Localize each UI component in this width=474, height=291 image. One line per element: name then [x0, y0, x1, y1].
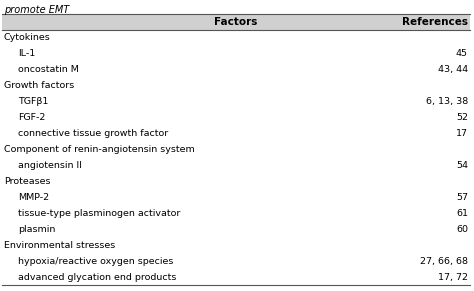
Text: 54: 54 [456, 161, 468, 170]
Text: 17, 72: 17, 72 [438, 273, 468, 281]
Text: MMP-2: MMP-2 [18, 193, 49, 202]
Text: Component of renin-angiotensin system: Component of renin-angiotensin system [4, 145, 195, 154]
Text: 17: 17 [456, 129, 468, 138]
Text: 27, 66, 68: 27, 66, 68 [420, 257, 468, 266]
Text: oncostatin M: oncostatin M [18, 65, 79, 74]
Text: advanced glycation end products: advanced glycation end products [18, 273, 176, 281]
Text: 61: 61 [456, 209, 468, 218]
Text: FGF-2: FGF-2 [18, 113, 46, 122]
Text: 60: 60 [456, 225, 468, 234]
Text: Environmental stresses: Environmental stresses [4, 241, 115, 250]
Text: angiotensin II: angiotensin II [18, 161, 82, 170]
Text: 52: 52 [456, 113, 468, 122]
Text: hypoxia/reactive oxygen species: hypoxia/reactive oxygen species [18, 257, 173, 266]
Text: 45: 45 [456, 49, 468, 58]
Text: 57: 57 [456, 193, 468, 202]
Bar [2, 14, 470, 30]
Text: promote EMT: promote EMT [4, 5, 69, 15]
Text: References: References [402, 17, 468, 27]
Text: TGFβ1: TGFβ1 [18, 97, 48, 106]
Text: Growth factors: Growth factors [4, 81, 74, 90]
Text: Factors: Factors [214, 17, 258, 27]
Text: 43, 44: 43, 44 [438, 65, 468, 74]
Text: connective tissue growth factor: connective tissue growth factor [18, 129, 168, 138]
Text: Cytokines: Cytokines [4, 33, 51, 42]
Text: Proteases: Proteases [4, 177, 51, 186]
Text: IL-1: IL-1 [18, 49, 35, 58]
Text: tissue-type plasminogen activator: tissue-type plasminogen activator [18, 209, 181, 218]
Text: plasmin: plasmin [18, 225, 55, 234]
Text: 6, 13, 38: 6, 13, 38 [426, 97, 468, 106]
